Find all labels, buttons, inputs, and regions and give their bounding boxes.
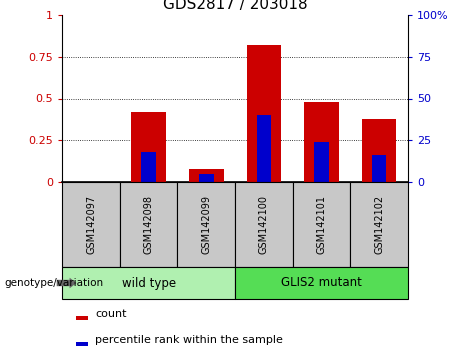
Text: wild type: wild type: [122, 276, 176, 290]
Bar: [199, 174, 213, 182]
Bar: [314, 142, 329, 182]
Text: GSM142099: GSM142099: [201, 195, 211, 254]
Bar: [235, 182, 293, 267]
Bar: [62, 182, 120, 267]
Bar: [362, 119, 396, 182]
Text: percentile rank within the sample: percentile rank within the sample: [95, 335, 283, 345]
Text: GSM142098: GSM142098: [144, 195, 154, 254]
Bar: [257, 115, 271, 182]
Text: count: count: [95, 309, 127, 319]
Bar: [350, 182, 408, 267]
Text: GSM142097: GSM142097: [86, 195, 96, 254]
Bar: [247, 45, 281, 182]
Bar: [76, 316, 88, 320]
Bar: [304, 102, 339, 182]
Bar: [189, 169, 224, 182]
Text: GSM142101: GSM142101: [317, 195, 326, 254]
Text: GSM142102: GSM142102: [374, 195, 384, 254]
Bar: [120, 182, 177, 267]
Bar: [142, 152, 156, 182]
Text: genotype/variation: genotype/variation: [5, 278, 104, 288]
Bar: [293, 182, 350, 267]
Title: GDS2817 / 203018: GDS2817 / 203018: [163, 0, 307, 12]
Text: GLIS2 mutant: GLIS2 mutant: [281, 276, 362, 290]
Text: GSM142100: GSM142100: [259, 195, 269, 254]
Bar: [62, 267, 235, 299]
Bar: [372, 155, 386, 182]
Bar: [76, 342, 88, 346]
Bar: [177, 182, 235, 267]
Bar: [131, 112, 166, 182]
Bar: [235, 267, 408, 299]
